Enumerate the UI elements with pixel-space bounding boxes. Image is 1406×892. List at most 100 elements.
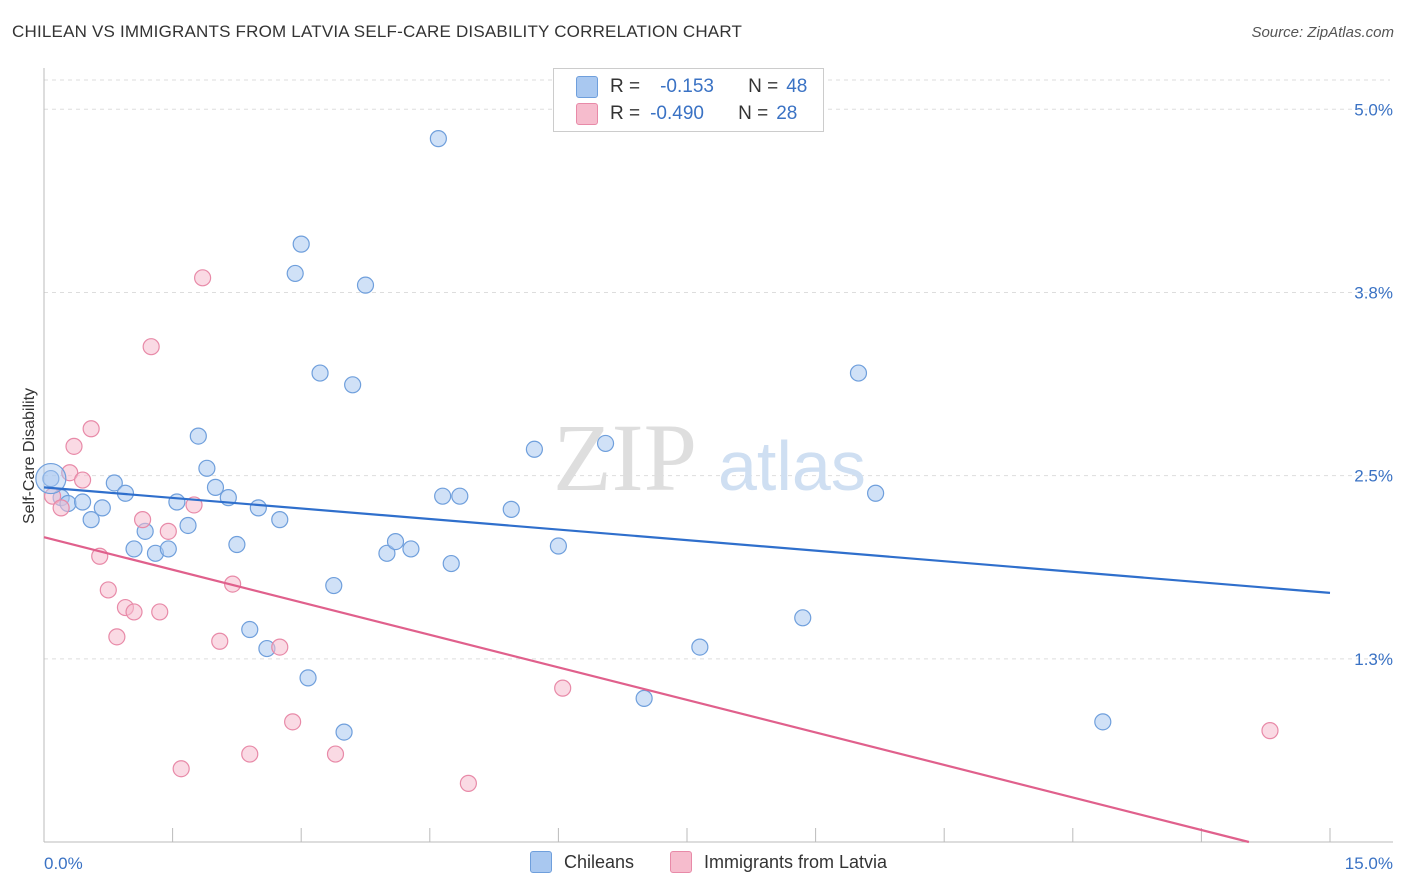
latvia-point: [73, 471, 92, 489]
chileans-point: [42, 469, 60, 488]
r-label: R =: [610, 76, 641, 97]
latvia-point: [52, 499, 70, 517]
watermark: ZIP atlas: [553, 404, 866, 511]
latvia-point: [108, 628, 126, 646]
swatch-latvia: [670, 851, 692, 873]
chileans-point: [249, 499, 267, 517]
latvia-trend-line: [43, 536, 1250, 844]
legend-label-latvia: Immigrants from Latvia: [704, 851, 888, 872]
chileans-point: [549, 537, 568, 555]
r-value: -0.490: [650, 103, 704, 124]
latvia-point: [194, 269, 212, 287]
y-tick-label: 2.5%: [1354, 467, 1393, 486]
data-points: [35, 130, 1279, 792]
swatch-chileans: [530, 851, 552, 873]
chileans-point: [73, 493, 92, 511]
chileans-point: [344, 376, 362, 394]
y-tick-label: 3.8%: [1354, 283, 1393, 302]
latvia-point: [554, 679, 572, 697]
y-axis-label: Self-Care Disability: [21, 388, 38, 524]
swatch-chileans: [576, 76, 598, 98]
chileans-point: [125, 540, 143, 558]
watermark-atlas: atlas: [718, 427, 866, 505]
chileans-point: [286, 264, 304, 283]
chileans-trend-line: [43, 486, 1331, 594]
latvia-point: [99, 581, 117, 599]
chileans-point: [299, 669, 317, 687]
watermark-zip: ZIP: [553, 404, 697, 511]
grid-lines: [44, 79, 1390, 660]
stats-row-chileans: R = -0.153 N = 48: [576, 75, 807, 99]
chileans-point: [271, 511, 289, 529]
chileans-point: [691, 638, 709, 656]
legend-label-chileans: Chileans: [564, 851, 635, 872]
swatch-latvia: [576, 103, 598, 125]
chileans-point: [325, 576, 343, 595]
chileans-point: [794, 609, 812, 627]
latvia-point: [211, 632, 229, 650]
latvia-point: [151, 603, 169, 621]
chileans-point: [198, 459, 216, 477]
stats-legend: R = -0.153 N = 48 R = -0.490 N = 28: [553, 68, 824, 132]
legend-item-chileans[interactable]: Chileans: [530, 851, 634, 873]
chileans-point: [451, 487, 469, 505]
chileans-point: [168, 493, 186, 511]
chileans-point: [356, 276, 375, 294]
chileans-point: [241, 620, 259, 639]
chileans-point: [635, 689, 653, 707]
chileans-point: [82, 511, 100, 529]
n-value: 48: [786, 76, 808, 97]
legend-item-latvia[interactable]: Immigrants from Latvia: [670, 851, 887, 873]
chileans-point: [525, 440, 543, 458]
trend-lines: [43, 486, 1331, 844]
chileans-point: [311, 364, 329, 382]
n-value: 28: [776, 103, 798, 124]
r-value: -0.153: [660, 76, 714, 97]
chileans-point: [206, 478, 225, 496]
chileans-point: [378, 544, 396, 562]
latvia-point: [125, 603, 143, 621]
chileans-point: [35, 462, 67, 495]
chileans-point: [1094, 713, 1112, 731]
y-tick-label: 5.0%: [1354, 100, 1393, 119]
latvia-point: [82, 420, 100, 438]
x-tick-label: 0.0%: [44, 854, 83, 873]
chileans-point: [867, 484, 885, 502]
r-label: R =: [610, 103, 641, 124]
tick-labels: 5.0% 3.8% 2.5% 1.3% 0.0% 15.0%: [44, 100, 1393, 873]
chileans-point: [434, 487, 452, 505]
chileans-point: [93, 499, 111, 517]
axes: [43, 68, 1393, 843]
latvia-point: [172, 760, 190, 778]
chileans-point: [849, 364, 868, 382]
chileans-point: [159, 540, 177, 558]
chileans-point: [189, 427, 207, 445]
latvia-point: [326, 745, 345, 763]
n-label: N =: [748, 76, 779, 97]
chileans-point: [335, 723, 353, 741]
chileans-point: [179, 516, 197, 535]
chileans-point: [502, 500, 520, 518]
source-label: Source: ZipAtlas.com: [1251, 24, 1394, 41]
chileans-point: [429, 130, 447, 148]
chileans-point: [386, 532, 405, 551]
chileans-point: [442, 554, 460, 573]
latvia-point: [142, 338, 160, 356]
chileans-point: [292, 235, 310, 253]
latvia-point: [241, 745, 259, 763]
chileans-point: [402, 540, 420, 558]
latvia-point: [1261, 722, 1279, 740]
chileans-point: [105, 474, 123, 492]
n-label: N =: [738, 103, 769, 124]
x-tick-label: 15.0%: [1345, 854, 1393, 873]
latvia-point: [133, 511, 152, 529]
latvia-point: [271, 638, 289, 656]
y-tick-label: 1.3%: [1354, 650, 1393, 669]
latvia-point: [284, 713, 302, 731]
latvia-point: [65, 437, 83, 455]
stats-row-latvia: R = -0.490 N = 28: [576, 102, 797, 126]
chart-title: CHILEAN VS IMMIGRANTS FROM LATVIA SELF-C…: [12, 22, 743, 41]
chileans-point: [596, 434, 615, 453]
latvia-point: [459, 774, 477, 792]
